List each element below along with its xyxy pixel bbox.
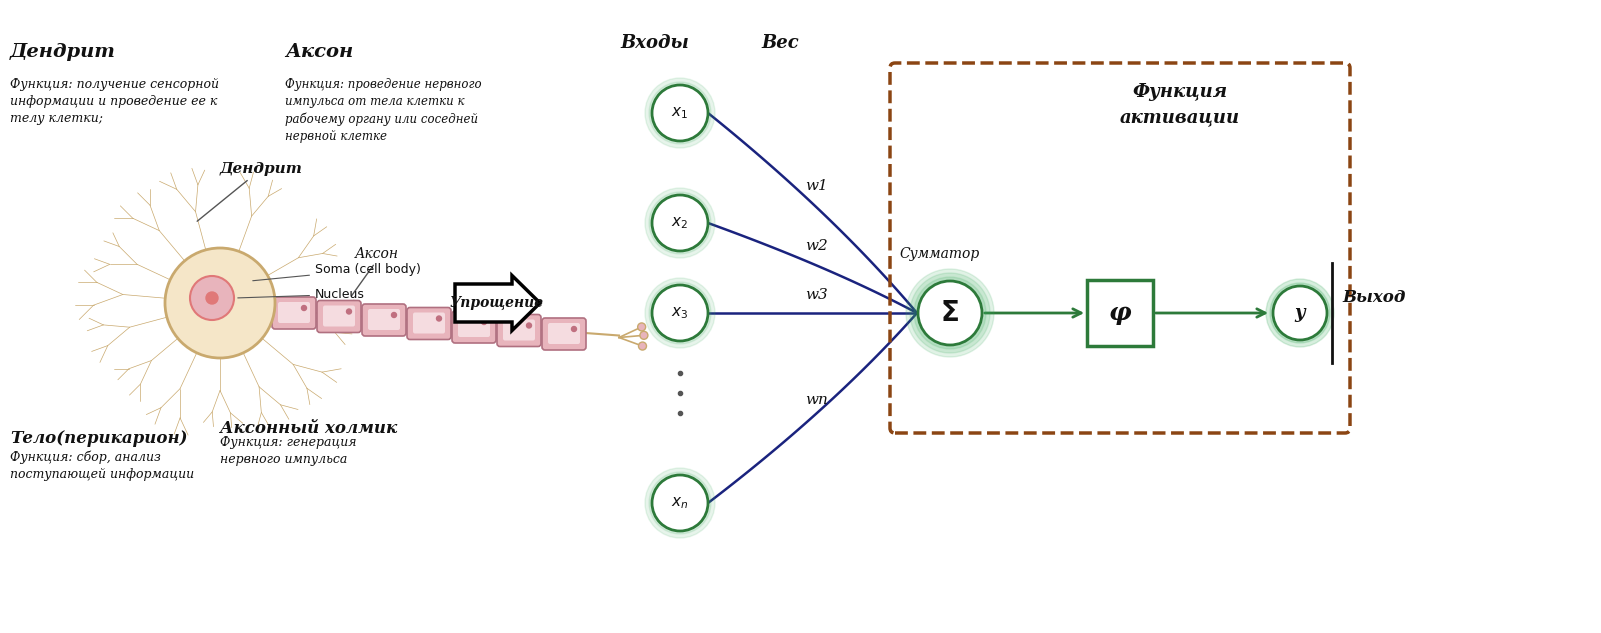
Text: $x_3$: $x_3$ bbox=[671, 305, 688, 321]
FancyBboxPatch shape bbox=[548, 323, 580, 344]
Text: Функция: проведение нервного
импульса от тела клетки к
рабочему органу или сосед: Функция: проведение нервного импульса от… bbox=[285, 78, 482, 142]
FancyBboxPatch shape bbox=[1087, 280, 1153, 346]
Circle shape bbox=[639, 342, 647, 350]
Text: Функция: генерация
нервного импульса: Функция: генерация нервного импульса bbox=[219, 436, 357, 466]
Circle shape bbox=[648, 82, 711, 144]
Circle shape bbox=[191, 276, 234, 320]
Circle shape bbox=[637, 323, 645, 331]
Text: Аксон: Аксон bbox=[355, 247, 399, 261]
Circle shape bbox=[527, 323, 532, 328]
Text: Аксон: Аксон bbox=[285, 43, 354, 61]
Circle shape bbox=[652, 285, 708, 341]
Circle shape bbox=[652, 475, 708, 531]
FancyBboxPatch shape bbox=[413, 313, 445, 334]
Text: Soma (cell body): Soma (cell body) bbox=[253, 263, 421, 280]
Circle shape bbox=[648, 192, 711, 254]
Circle shape bbox=[640, 331, 648, 339]
FancyBboxPatch shape bbox=[323, 306, 355, 327]
Circle shape bbox=[392, 313, 397, 318]
Text: y: y bbox=[1295, 304, 1305, 322]
Text: $x_n$: $x_n$ bbox=[671, 495, 688, 511]
Circle shape bbox=[1270, 283, 1330, 343]
FancyBboxPatch shape bbox=[543, 318, 586, 350]
Circle shape bbox=[645, 468, 716, 538]
FancyBboxPatch shape bbox=[279, 302, 311, 323]
Text: Функция
активации: Функция активации bbox=[1121, 83, 1241, 126]
FancyBboxPatch shape bbox=[368, 309, 400, 330]
FancyBboxPatch shape bbox=[362, 304, 407, 336]
Text: Входы: Входы bbox=[621, 34, 690, 52]
Circle shape bbox=[1273, 286, 1327, 340]
FancyBboxPatch shape bbox=[503, 320, 535, 341]
FancyBboxPatch shape bbox=[496, 315, 541, 346]
Circle shape bbox=[917, 281, 981, 345]
Circle shape bbox=[648, 472, 711, 534]
Circle shape bbox=[346, 309, 352, 314]
Circle shape bbox=[652, 285, 708, 341]
Circle shape bbox=[652, 85, 708, 141]
Text: Функция: сбор, анализ
поступающей информации: Функция: сбор, анализ поступающей информ… bbox=[10, 451, 194, 481]
FancyArrow shape bbox=[455, 275, 540, 330]
Circle shape bbox=[207, 292, 218, 304]
Circle shape bbox=[437, 316, 442, 321]
Text: Аксонный холмик: Аксонный холмик bbox=[219, 420, 397, 437]
Text: Выход: Выход bbox=[1342, 289, 1406, 306]
Circle shape bbox=[652, 195, 708, 251]
Text: w1: w1 bbox=[805, 179, 828, 193]
Text: wn: wn bbox=[805, 394, 828, 408]
Circle shape bbox=[645, 278, 716, 348]
Text: Функция: получение сенсорной
информации и проведение ее к
телу клетки;: Функция: получение сенсорной информации … bbox=[10, 78, 219, 125]
Text: $x_1$: $x_1$ bbox=[671, 105, 688, 121]
Circle shape bbox=[914, 277, 986, 349]
Circle shape bbox=[906, 269, 994, 357]
Text: $x_2$: $x_2$ bbox=[671, 215, 688, 231]
Circle shape bbox=[1266, 279, 1334, 347]
Circle shape bbox=[909, 273, 989, 353]
Text: w3: w3 bbox=[805, 288, 828, 302]
Circle shape bbox=[645, 188, 716, 258]
FancyBboxPatch shape bbox=[407, 308, 451, 339]
Text: Тело(перикарион): Тело(перикарион) bbox=[10, 430, 187, 447]
Circle shape bbox=[482, 320, 487, 325]
Text: Дендрит: Дендрит bbox=[10, 43, 115, 61]
Text: φ: φ bbox=[1108, 301, 1132, 325]
Circle shape bbox=[652, 475, 708, 531]
Text: Сумматор: Сумматор bbox=[900, 247, 980, 261]
Circle shape bbox=[572, 327, 576, 332]
Text: Nucleus: Nucleus bbox=[239, 288, 365, 301]
Circle shape bbox=[301, 306, 306, 311]
Circle shape bbox=[165, 248, 275, 358]
FancyBboxPatch shape bbox=[272, 297, 315, 329]
FancyBboxPatch shape bbox=[317, 301, 360, 332]
FancyBboxPatch shape bbox=[451, 311, 496, 343]
Circle shape bbox=[645, 78, 716, 148]
FancyBboxPatch shape bbox=[458, 316, 490, 337]
Text: Σ: Σ bbox=[940, 299, 959, 327]
Text: Дендрит: Дендрит bbox=[197, 162, 303, 222]
Text: Упрощение: Упрощение bbox=[450, 296, 544, 310]
Circle shape bbox=[652, 195, 708, 251]
Text: w2: w2 bbox=[805, 239, 828, 253]
Circle shape bbox=[648, 282, 711, 344]
Text: Вес: Вес bbox=[760, 34, 799, 52]
Circle shape bbox=[652, 85, 708, 141]
